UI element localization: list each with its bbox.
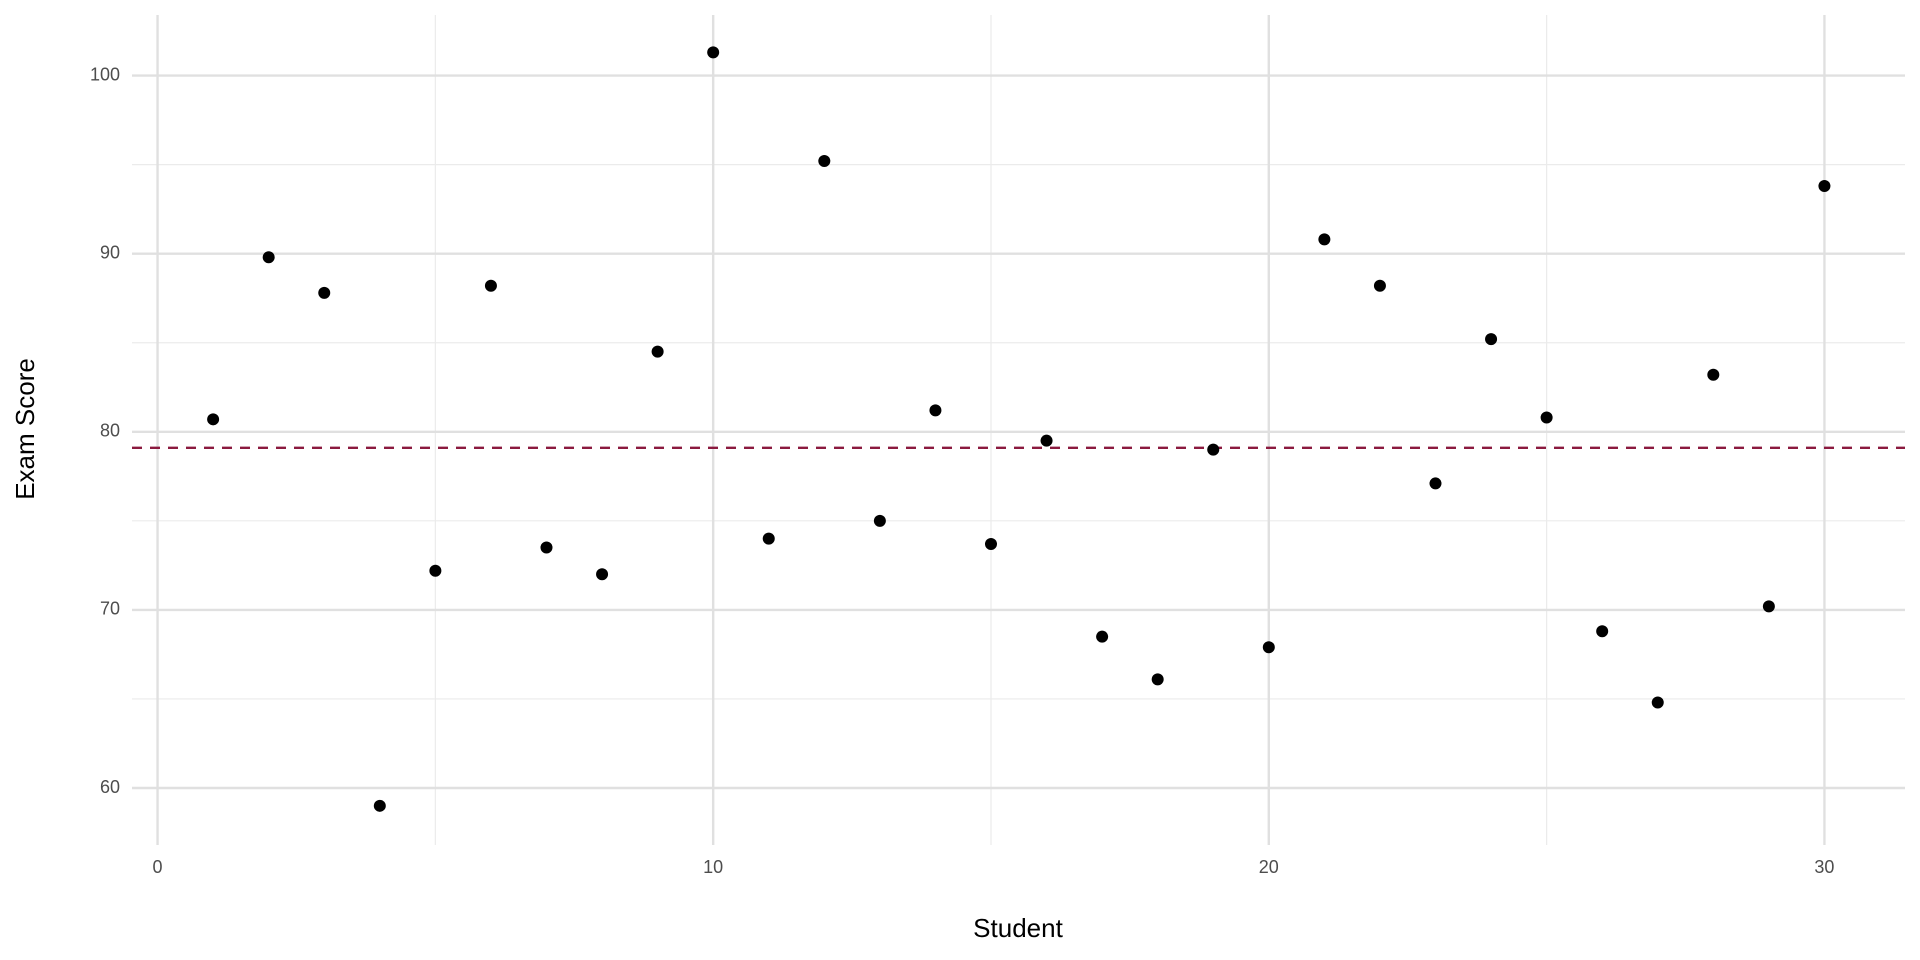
- data-point: [484, 279, 497, 292]
- data-point: [262, 251, 275, 264]
- x-tick-label: 30: [1814, 857, 1834, 877]
- y-tick-label: 70: [100, 599, 120, 619]
- data-point: [1707, 368, 1720, 381]
- y-tick-label: 90: [100, 242, 120, 262]
- data-point: [540, 541, 553, 554]
- data-point: [1262, 641, 1275, 654]
- data-point: [1373, 279, 1386, 292]
- data-point: [1318, 233, 1331, 246]
- data-point: [373, 799, 386, 812]
- x-axis-title: Student: [973, 913, 1063, 943]
- data-point: [1151, 673, 1164, 686]
- x-tick-label: 20: [1259, 857, 1279, 877]
- y-axis-title: Exam Score: [10, 358, 40, 500]
- data-point: [1040, 434, 1053, 447]
- data-point: [1762, 600, 1775, 613]
- data-point: [596, 568, 609, 581]
- data-point: [207, 413, 220, 426]
- data-point: [1207, 443, 1220, 456]
- y-tick-label: 60: [100, 777, 120, 797]
- data-point: [707, 46, 720, 59]
- y-tick-label: 80: [100, 421, 120, 441]
- data-point: [818, 155, 831, 168]
- data-point: [1540, 411, 1553, 424]
- data-point: [1429, 477, 1442, 490]
- data-point: [1596, 625, 1609, 638]
- data-point: [1485, 333, 1498, 346]
- data-point: [1096, 630, 1109, 643]
- data-point: [1818, 179, 1831, 192]
- data-point: [651, 345, 664, 358]
- data-point: [318, 286, 331, 299]
- x-tick-label: 0: [153, 857, 163, 877]
- data-point: [1651, 696, 1664, 709]
- data-point: [984, 537, 997, 550]
- data-point: [429, 564, 442, 577]
- x-tick-label: 10: [703, 857, 723, 877]
- data-point: [873, 514, 886, 527]
- y-tick-label: 100: [90, 64, 120, 84]
- data-point: [762, 532, 775, 545]
- data-point: [929, 404, 942, 417]
